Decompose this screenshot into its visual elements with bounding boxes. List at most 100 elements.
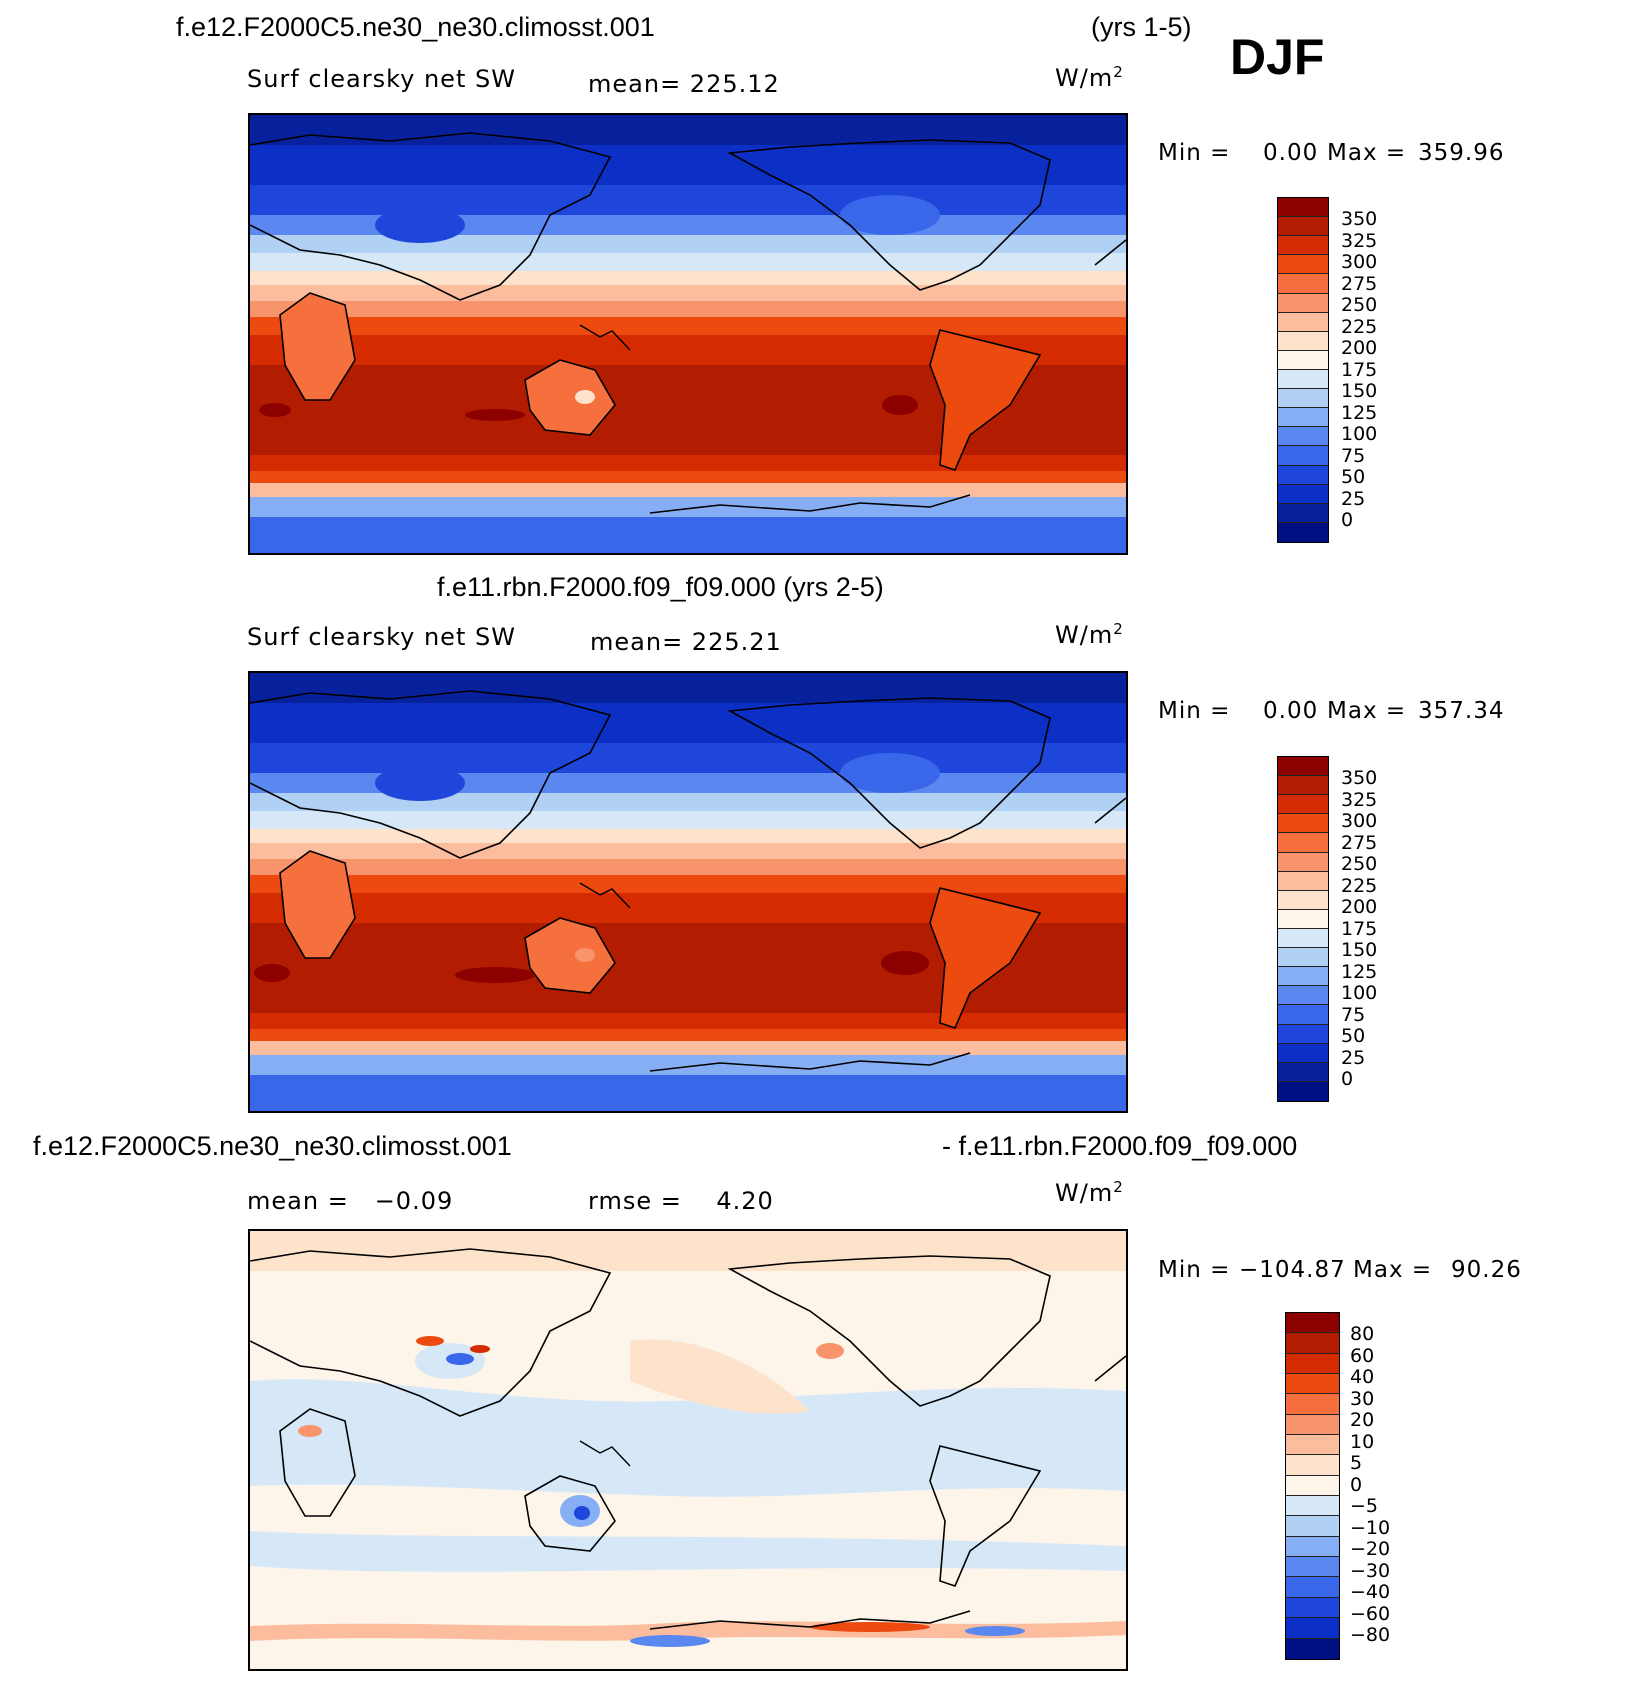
colorbar-label: 10	[1350, 1430, 1375, 1453]
colorbar-label: 175	[1341, 917, 1378, 940]
panel2-map	[248, 671, 1128, 1113]
colorbar-label: 250	[1341, 853, 1378, 875]
colorbar-label: 100	[1341, 982, 1378, 1004]
colorbar-label: 350	[1341, 767, 1378, 789]
colorbar-label: 275	[1341, 831, 1378, 854]
colorbar-swatch	[1286, 1333, 1339, 1354]
panel2-title: f.e11.rbn.F2000.f09_f09.000 (yrs 2-5)	[437, 572, 884, 602]
colorbar-swatch	[1286, 1353, 1339, 1375]
panel1-min-value: 0.00	[1263, 140, 1319, 166]
colorbar-swatch	[1278, 274, 1328, 294]
colorbar-swatch	[1278, 465, 1328, 485]
colorbar-swatch	[1286, 1638, 1339, 1659]
panel2-max-label: Max =	[1327, 698, 1407, 724]
colorbar-swatch	[1278, 909, 1328, 929]
colorbar-swatch	[1286, 1475, 1339, 1497]
colorbar-label: 75	[1341, 444, 1366, 467]
colorbar-swatch	[1278, 795, 1328, 815]
colorbar-label: 150	[1341, 939, 1378, 961]
colorbar-label: −20	[1350, 1538, 1391, 1560]
colorbar-swatch	[1278, 871, 1328, 891]
colorbar-swatch	[1286, 1597, 1339, 1619]
colorbar-label: 325	[1341, 788, 1378, 811]
colorbar-swatch	[1286, 1435, 1339, 1456]
colorbar-label: −30	[1350, 1559, 1391, 1582]
colorbar-swatch	[1286, 1374, 1339, 1395]
colorbar-swatch	[1278, 522, 1328, 542]
panel2-max-value: 357.34	[1418, 698, 1505, 724]
panel3-colorbar	[1285, 1312, 1340, 1660]
colorbar-swatch	[1278, 312, 1328, 332]
colorbar-label: 80	[1350, 1323, 1375, 1345]
colorbar-label: 225	[1341, 874, 1378, 897]
colorbar-swatch	[1286, 1536, 1339, 1558]
colorbar-label: 300	[1341, 251, 1378, 273]
colorbar-swatch	[1278, 217, 1328, 237]
colorbar-swatch	[1278, 757, 1328, 777]
colorbar-swatch	[1278, 1005, 1328, 1025]
colorbar-swatch	[1286, 1496, 1339, 1517]
colorbar-swatch	[1278, 255, 1328, 275]
colorbar-label: 300	[1341, 810, 1378, 832]
colorbar-swatch	[1278, 408, 1328, 428]
colorbar-label: 25	[1341, 487, 1366, 510]
panel2-map-svg	[250, 673, 1126, 1111]
colorbar-swatch	[1278, 331, 1328, 351]
colorbar-swatch	[1286, 1313, 1339, 1334]
panel3-rmse: rmse = 4.20	[588, 1187, 774, 1215]
panel1-colorbar	[1277, 197, 1329, 543]
colorbar-label: 325	[1341, 229, 1378, 252]
colorbar-label: −10	[1350, 1516, 1391, 1539]
colorbar-label: 60	[1350, 1344, 1375, 1367]
colorbar-label: 50	[1341, 1025, 1366, 1047]
colorbar-swatch	[1278, 986, 1328, 1006]
colorbar-swatch	[1278, 198, 1328, 218]
colorbar-swatch	[1278, 446, 1328, 466]
colorbar-label: 25	[1341, 1046, 1366, 1069]
colorbar-swatch	[1286, 1577, 1339, 1598]
panel1-max-value: 359.96	[1418, 140, 1505, 166]
colorbar-swatch	[1278, 389, 1328, 409]
panel1-units: W/m2	[1055, 63, 1124, 92]
colorbar-swatch	[1278, 948, 1328, 968]
season-label: DJF	[1230, 29, 1325, 85]
colorbar-label: 125	[1341, 401, 1378, 424]
colorbar-swatch	[1278, 1024, 1328, 1044]
colorbar-label: 350	[1341, 208, 1378, 230]
colorbar-label: −5	[1350, 1495, 1379, 1517]
colorbar-swatch	[1278, 484, 1328, 504]
colorbar-label: 75	[1341, 1003, 1366, 1026]
colorbar-swatch	[1286, 1455, 1339, 1476]
colorbar-swatch	[1278, 1081, 1328, 1101]
colorbar-label: 0	[1341, 1068, 1354, 1090]
colorbar-label: 20	[1350, 1409, 1375, 1431]
panel3-max-label: Max =	[1353, 1257, 1433, 1283]
colorbar-label: 150	[1341, 380, 1378, 402]
panel3-mean: mean = −0.09	[247, 1187, 454, 1215]
panel1-map-svg	[250, 115, 1126, 553]
panel2-min-label: Min =	[1158, 698, 1231, 724]
colorbar-swatch	[1278, 1062, 1328, 1082]
colorbar-label: 50	[1341, 466, 1366, 488]
panel1-min-label: Min =	[1158, 140, 1231, 166]
panel2-min-value: 0.00	[1263, 698, 1319, 724]
panel3-units: W/m2	[1055, 1178, 1124, 1207]
panel2-units: W/m2	[1055, 620, 1124, 649]
colorbar-label: 100	[1341, 423, 1378, 445]
colorbar-swatch	[1278, 776, 1328, 796]
panel2-mean: mean= 225.21	[590, 628, 782, 656]
colorbar-swatch	[1278, 967, 1328, 987]
colorbar-swatch	[1286, 1557, 1339, 1578]
colorbar-label: 250	[1341, 294, 1378, 316]
colorbar-swatch	[1286, 1394, 1339, 1415]
panel2-colorbar	[1277, 756, 1329, 1102]
colorbar-swatch	[1286, 1414, 1339, 1436]
colorbar-label: 0	[1350, 1473, 1363, 1496]
colorbar-label: 275	[1341, 272, 1378, 295]
colorbar-label: −80	[1350, 1624, 1391, 1646]
colorbar-label: 225	[1341, 315, 1378, 338]
case1-title: f.e12.F2000C5.ne30_ne30.climosst.001	[176, 12, 655, 42]
colorbar-label: 0	[1341, 509, 1354, 531]
colorbar-label: 5	[1350, 1452, 1363, 1474]
colorbar-label: 175	[1341, 358, 1378, 381]
